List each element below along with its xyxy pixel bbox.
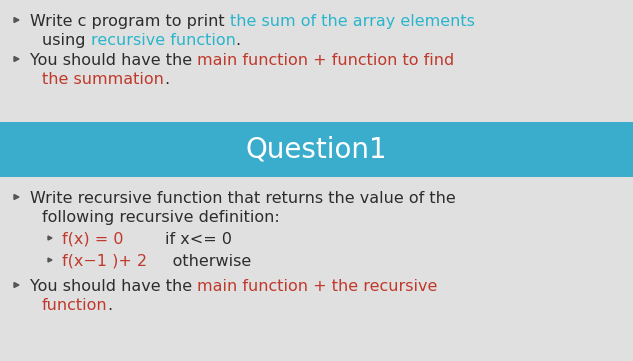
Polygon shape	[14, 57, 19, 61]
Polygon shape	[14, 283, 19, 287]
Polygon shape	[48, 236, 52, 240]
Text: f(x) = 0: f(x) = 0	[62, 232, 123, 247]
Text: otherwise: otherwise	[147, 254, 251, 269]
Text: .: .	[235, 33, 241, 48]
Text: Write c program to print: Write c program to print	[30, 14, 230, 29]
Text: Write recursive function that returns the value of the: Write recursive function that returns th…	[30, 191, 456, 206]
Text: .: .	[164, 72, 169, 87]
Text: Question1: Question1	[246, 135, 387, 164]
Text: using: using	[42, 33, 91, 48]
Text: You should have the: You should have the	[30, 53, 197, 68]
Text: f(x−1 )+ 2: f(x−1 )+ 2	[62, 254, 147, 269]
Text: recursive function: recursive function	[91, 33, 235, 48]
Polygon shape	[14, 195, 19, 200]
Text: main function + function to find: main function + function to find	[197, 53, 454, 68]
Text: function: function	[42, 298, 108, 313]
Text: the summation: the summation	[42, 72, 164, 87]
Polygon shape	[48, 258, 52, 262]
Bar	[0, 122, 633, 177]
Text: the sum of the array elements: the sum of the array elements	[230, 14, 475, 29]
Text: main function + the recursive: main function + the recursive	[197, 279, 437, 294]
Text: following recursive definition:: following recursive definition:	[42, 210, 280, 225]
Polygon shape	[14, 17, 19, 22]
Text: .: .	[108, 298, 113, 313]
Text: You should have the: You should have the	[30, 279, 197, 294]
Text: if x<= 0: if x<= 0	[123, 232, 232, 247]
